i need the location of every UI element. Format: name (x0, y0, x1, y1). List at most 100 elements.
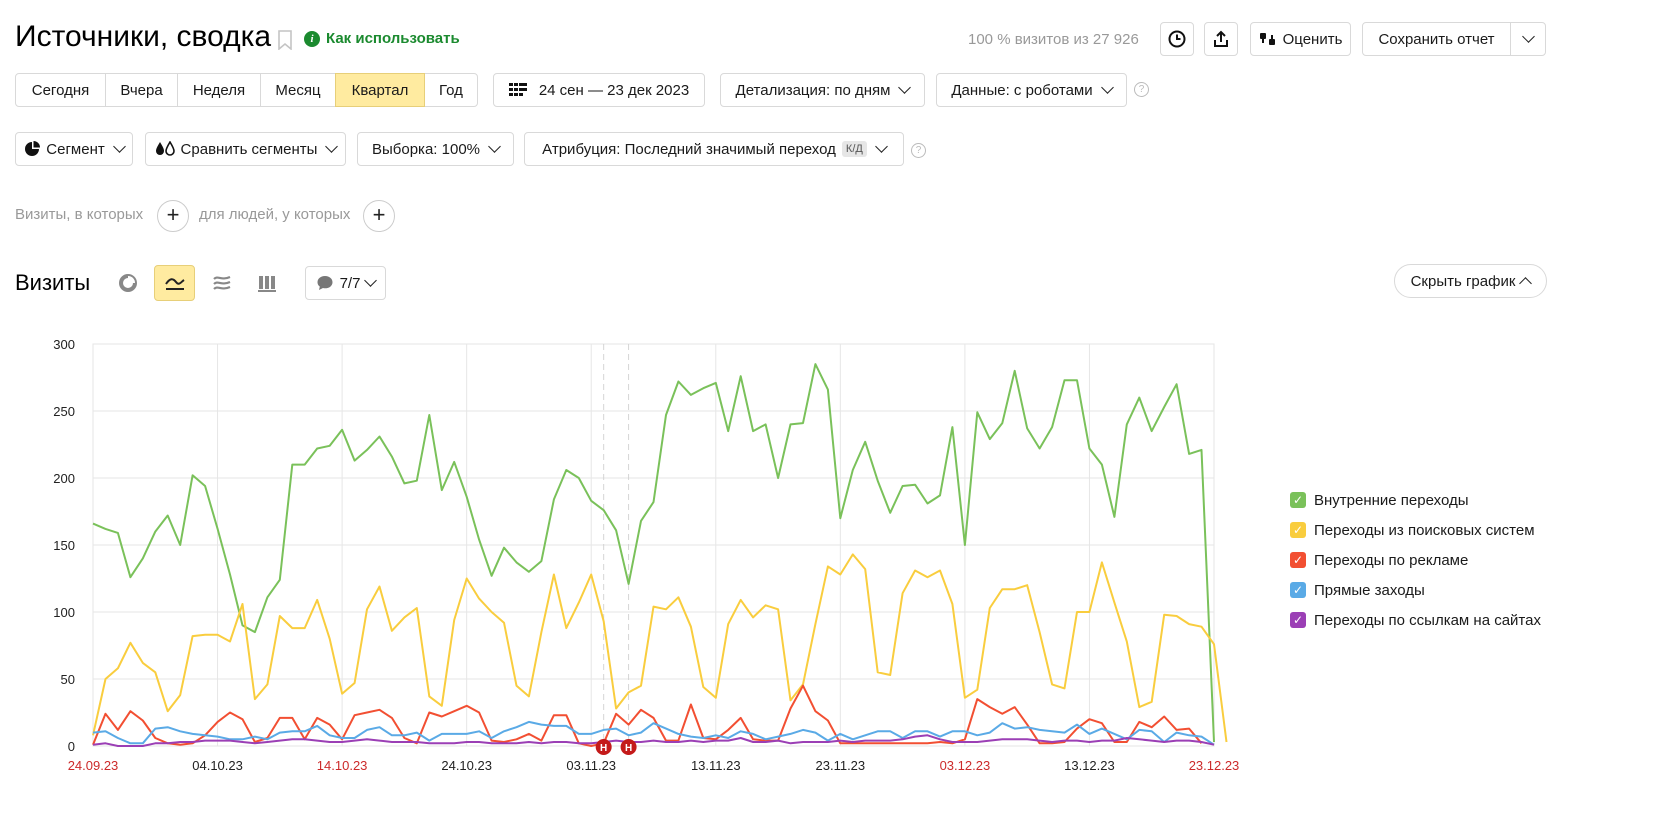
period-quarter[interactable]: Квартал (335, 73, 425, 107)
chart-title: Визиты (15, 270, 91, 295)
legend-item[interactable]: ✓ Прямые заходы (1290, 580, 1425, 600)
detail-dropdown[interactable]: Детализация: по дням (720, 73, 925, 107)
chevron-up-icon (1519, 276, 1533, 290)
comment-icon (317, 276, 333, 290)
y-tick-label: 250 (53, 404, 75, 419)
chevron-down-icon (1521, 30, 1535, 43)
legend-item[interactable]: ✓ Внутренние переходы (1290, 490, 1469, 510)
y-tick-label: 200 (53, 471, 75, 486)
annotation-marker (595, 739, 612, 755)
chevron-down-icon (325, 140, 339, 153)
line-chart-icon (164, 278, 185, 290)
series-line (92, 734, 1215, 747)
visits-line-chart: 0 50 100 150 200 250 300 24.09.23 04.10.23 14.10.… (53, 337, 1239, 773)
data-dropdown[interactable]: Данные: с роботами (936, 73, 1127, 107)
annotation-marker-label: Н (625, 743, 632, 754)
checkbox-icon[interactable]: ✓ (1290, 492, 1306, 508)
x-tick-label: 13.12.23 (1064, 758, 1115, 773)
x-tick-label: 03.12.23 (940, 758, 991, 773)
annotation-marker-label: Н (600, 743, 607, 754)
y-tick-label: 0 (68, 739, 75, 754)
chevron-down-icon (488, 140, 501, 153)
save-report-label: Сохранить отчет (1378, 30, 1495, 48)
legend-label: Внутренние переходы (1314, 491, 1469, 509)
how-to-use-label: Как использовать (326, 30, 460, 47)
date-range-label: 24 сен — 23 дек 2023 (538, 81, 690, 99)
date-range-button[interactable]: 24 сен — 23 дек 2023 (493, 73, 705, 107)
chevron-down-icon (364, 274, 378, 287)
bookmark-icon[interactable] (278, 30, 292, 54)
line-chart-button[interactable] (154, 265, 195, 301)
rate-label: Оценить (1282, 30, 1343, 48)
chevron-down-icon (874, 140, 888, 153)
bar-chart-icon (258, 276, 276, 292)
area-chart-icon (213, 275, 231, 290)
annotations-dropdown[interactable]: 7/7 (305, 266, 386, 300)
checkbox-icon[interactable]: ✓ (1290, 582, 1306, 598)
segment-dropdown[interactable]: Сегмент (15, 132, 133, 166)
period-week[interactable]: Неделя (177, 73, 261, 107)
area-chart-button[interactable] (210, 272, 234, 294)
drops-icon (155, 141, 175, 156)
save-report-dropdown[interactable] (1510, 22, 1546, 56)
bar-chart-button[interactable] (255, 272, 279, 294)
pie-chart-button[interactable] (116, 271, 140, 295)
visits-condition-label: Визиты, в которых (15, 206, 144, 223)
attribution-label: Атрибуция: Последний значимый переход (542, 140, 836, 158)
period-year[interactable]: Год (424, 73, 478, 107)
y-tick-label: 150 (53, 538, 75, 553)
quote-icon (1259, 33, 1275, 45)
add-people-condition-button[interactable]: + (363, 200, 395, 232)
hide-chart-button[interactable]: Скрыть график (1394, 264, 1547, 298)
pie-chart-icon (119, 274, 137, 292)
history-button[interactable] (1160, 22, 1194, 56)
compare-segments-dropdown[interactable]: Сравнить сегменты (145, 132, 346, 166)
calendar-icon (508, 83, 527, 96)
page-title: Источники, сводка (15, 20, 272, 53)
y-tick-label: 100 (53, 605, 75, 620)
compare-label: Сравнить сегменты (180, 140, 318, 158)
y-tick-label: 300 (53, 337, 75, 352)
hide-chart-label: Скрыть график (1410, 272, 1516, 290)
x-tick-label: 24.10.23 (441, 758, 492, 773)
export-button[interactable] (1204, 22, 1238, 56)
add-visit-condition-button[interactable]: + (157, 200, 189, 232)
chevron-down-icon (112, 140, 126, 153)
period-yesterday[interactable]: Вчера (105, 73, 178, 107)
annotation-marker (620, 739, 637, 755)
help-icon[interactable]: ? (1134, 82, 1149, 97)
sample-dropdown[interactable]: Выборка: 100% (357, 132, 514, 166)
x-tick-label: 03.11.23 (566, 758, 616, 773)
visits-info: 100 % визитов из 27 926 (968, 31, 1139, 48)
share-icon (1214, 30, 1228, 47)
checkbox-icon[interactable]: ✓ (1290, 612, 1306, 628)
legend-item[interactable]: ✓ Переходы из поисковых систем (1290, 520, 1535, 540)
info-icon: i (304, 30, 320, 47)
x-tick-label: 24.09.23 (68, 758, 119, 773)
legend-label: Прямые заходы (1314, 581, 1425, 599)
series-line (92, 720, 1215, 746)
legend-label: Переходы по рекламе (1314, 551, 1469, 569)
clock-icon (1168, 30, 1186, 48)
pie-icon (25, 141, 41, 156)
how-to-use-link[interactable]: i Как использовать (304, 30, 460, 47)
x-tick-label: 23.11.23 (816, 758, 866, 773)
sample-label: Выборка: 100% (372, 140, 480, 158)
x-tick-label: 13.11.23 (691, 758, 741, 773)
legend-label: Переходы по ссылкам на сайтах (1314, 611, 1541, 629)
save-report-button[interactable]: Сохранить отчет (1362, 22, 1511, 56)
legend-item[interactable]: ✓ Переходы по ссылкам на сайтах (1290, 610, 1541, 630)
help-icon[interactable]: ? (911, 143, 926, 158)
period-today[interactable]: Сегодня (15, 73, 106, 107)
series-line (92, 684, 1203, 747)
checkbox-icon[interactable]: ✓ (1290, 552, 1306, 568)
legend-item[interactable]: ✓ Переходы по рекламе (1290, 550, 1468, 570)
period-selector: Сегодня Вчера Неделя Месяц Квартал Год (15, 73, 478, 107)
chevron-down-icon (898, 81, 912, 94)
series-line (92, 553, 1228, 743)
attribution-dropdown[interactable]: Атрибуция: Последний значимый переход К/… (524, 132, 904, 166)
rate-button[interactable]: Оценить (1250, 22, 1351, 56)
x-tick-label: 04.10.23 (192, 758, 243, 773)
checkbox-icon[interactable]: ✓ (1290, 522, 1306, 538)
period-month[interactable]: Месяц (260, 73, 336, 107)
